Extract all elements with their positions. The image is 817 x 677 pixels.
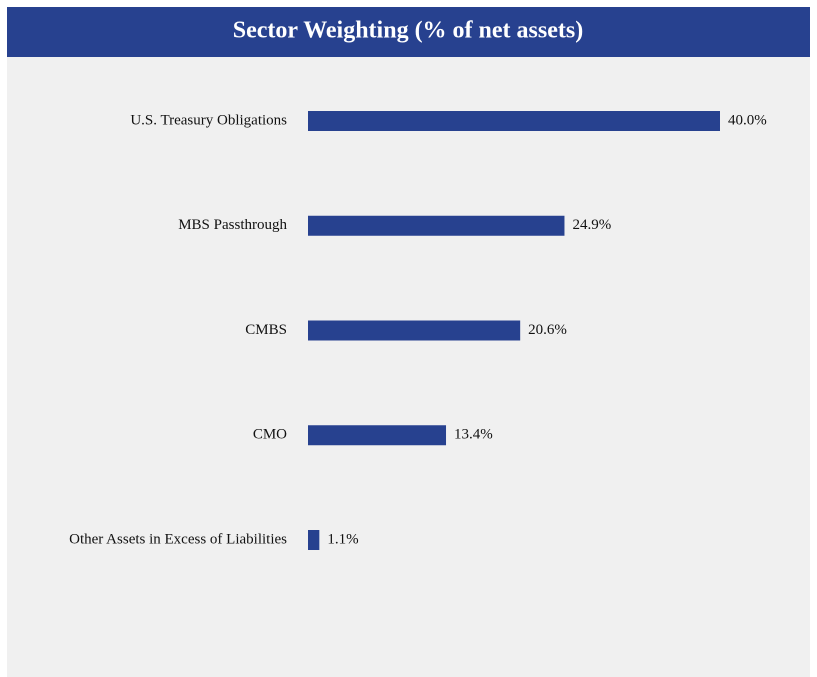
value-label: 24.9%: [572, 217, 611, 233]
bar: [308, 530, 320, 550]
value-label: 40.0%: [728, 112, 767, 128]
plot-background: [7, 57, 810, 677]
bar: [308, 215, 565, 236]
chart-title: Sector Weighting (% of net assets): [233, 18, 583, 44]
category-label: MBS Passthrough: [178, 217, 287, 233]
value-label: 13.4%: [454, 427, 493, 443]
bar: [308, 425, 447, 446]
category-label: U.S. Treasury Obligations: [130, 112, 287, 128]
bar: [308, 320, 521, 341]
category-label: CMO: [253, 427, 287, 443]
bar: [308, 111, 720, 131]
value-label: 20.6%: [528, 322, 567, 338]
category-label: Other Assets in Excess of Liabilities: [69, 531, 287, 547]
category-label: CMBS: [245, 322, 287, 338]
value-label: 1.1%: [327, 531, 358, 547]
title-bar: [7, 7, 810, 57]
